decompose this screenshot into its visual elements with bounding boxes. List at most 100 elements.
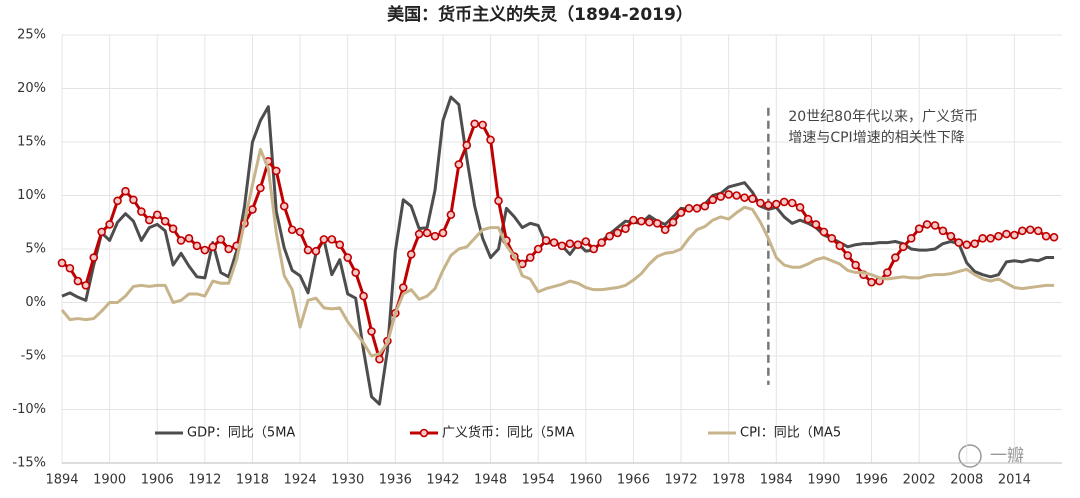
x-tick-label: 1894	[45, 473, 78, 488]
point-marker	[462, 140, 472, 150]
point-marker	[478, 120, 487, 130]
point-marker	[398, 283, 408, 292]
y-tick-label: 20%	[17, 81, 46, 96]
point-marker	[668, 217, 678, 227]
point-marker	[946, 231, 956, 241]
point-marker	[867, 277, 876, 287]
point-marker	[906, 234, 916, 243]
point-marker	[883, 268, 892, 277]
point-marker	[589, 244, 599, 254]
point-marker	[176, 236, 186, 245]
point-marker	[192, 241, 202, 251]
point-marker	[327, 235, 337, 244]
x-tick-label: 1996	[855, 473, 888, 488]
point-marker	[287, 225, 297, 235]
x-tick-label: 1954	[522, 473, 555, 488]
point-marker	[129, 195, 138, 205]
point-marker	[145, 215, 154, 225]
x-tick-label: 1936	[379, 473, 412, 488]
point-marker	[311, 246, 321, 256]
point-marker	[343, 253, 353, 262]
x-tick-label: 2002	[903, 473, 936, 488]
watermark-icon	[958, 444, 982, 468]
point-marker	[692, 204, 702, 213]
point-marker	[335, 240, 345, 250]
x-tick-label: 1966	[617, 473, 650, 488]
point-marker	[811, 220, 821, 229]
point-marker	[819, 227, 829, 237]
annotation-text: 20世纪80年代以来，广义货币	[788, 108, 978, 125]
y-tick-label: 15%	[17, 135, 46, 150]
point-marker	[557, 241, 567, 251]
y-tick-label: 10%	[17, 188, 46, 203]
point-marker	[994, 231, 1003, 241]
point-marker	[279, 201, 289, 211]
point-marker	[208, 242, 218, 252]
x-tick-label: 1948	[474, 473, 507, 488]
point-marker	[57, 258, 67, 268]
point-marker	[271, 166, 281, 176]
point-marker	[581, 237, 591, 246]
point-marker	[938, 226, 948, 236]
point-marker	[986, 234, 995, 243]
point-marker	[954, 238, 964, 247]
legend-marker	[419, 428, 429, 438]
point-marker	[406, 250, 416, 259]
x-tick-label: 1918	[236, 473, 269, 488]
point-marker	[898, 242, 908, 252]
point-marker	[494, 196, 503, 206]
point-marker	[835, 241, 845, 251]
x-tick-label: 1960	[569, 473, 602, 488]
point-marker	[930, 221, 940, 230]
point-marker	[851, 260, 860, 270]
point-marker	[430, 231, 440, 241]
point-marker	[613, 228, 622, 238]
point-marker	[637, 216, 646, 226]
point-marker	[970, 239, 979, 248]
point-marker	[962, 240, 972, 250]
point-marker	[414, 229, 424, 239]
point-marker	[1002, 229, 1011, 239]
point-marker	[375, 354, 384, 364]
point-marker	[105, 220, 114, 229]
point-marker	[1049, 232, 1059, 242]
x-tick-label: 1924	[284, 473, 317, 488]
point-marker	[771, 199, 781, 209]
point-marker	[65, 263, 75, 273]
point-marker	[605, 231, 614, 241]
point-marker	[367, 327, 376, 336]
y-tick-label: 0%	[25, 295, 46, 310]
point-marker	[1041, 231, 1051, 241]
annotation-text: 增速与CPI增速的相关性下降	[788, 130, 964, 146]
y-tick-label: 25%	[17, 28, 46, 43]
point-marker	[684, 204, 694, 213]
point-marker	[486, 135, 495, 145]
point-marker	[438, 228, 448, 238]
series-line	[60, 147, 1055, 358]
point-marker	[533, 244, 543, 254]
point-marker	[351, 268, 360, 277]
x-tick-label: 2014	[998, 473, 1031, 488]
point-marker	[629, 215, 638, 225]
point-marker	[1033, 226, 1043, 236]
point-marker	[295, 227, 305, 237]
point-marker	[978, 234, 987, 243]
x-tick-label: 1942	[426, 473, 459, 488]
y-tick-label: -15%	[12, 456, 46, 471]
point-marker	[454, 160, 464, 169]
point-marker	[621, 224, 630, 233]
point-marker	[1018, 226, 1027, 236]
point-marker	[779, 197, 789, 207]
point-marker	[922, 220, 932, 229]
point-marker	[708, 195, 718, 205]
watermark: 一瓣	[958, 444, 1024, 468]
point-marker	[740, 193, 749, 202]
y-tick-label: 5%	[25, 242, 46, 257]
point-marker	[652, 219, 662, 228]
point-marker	[549, 238, 559, 247]
point-marker	[700, 201, 710, 211]
point-marker	[97, 227, 106, 237]
point-marker	[541, 236, 551, 245]
point-marker	[81, 281, 91, 290]
